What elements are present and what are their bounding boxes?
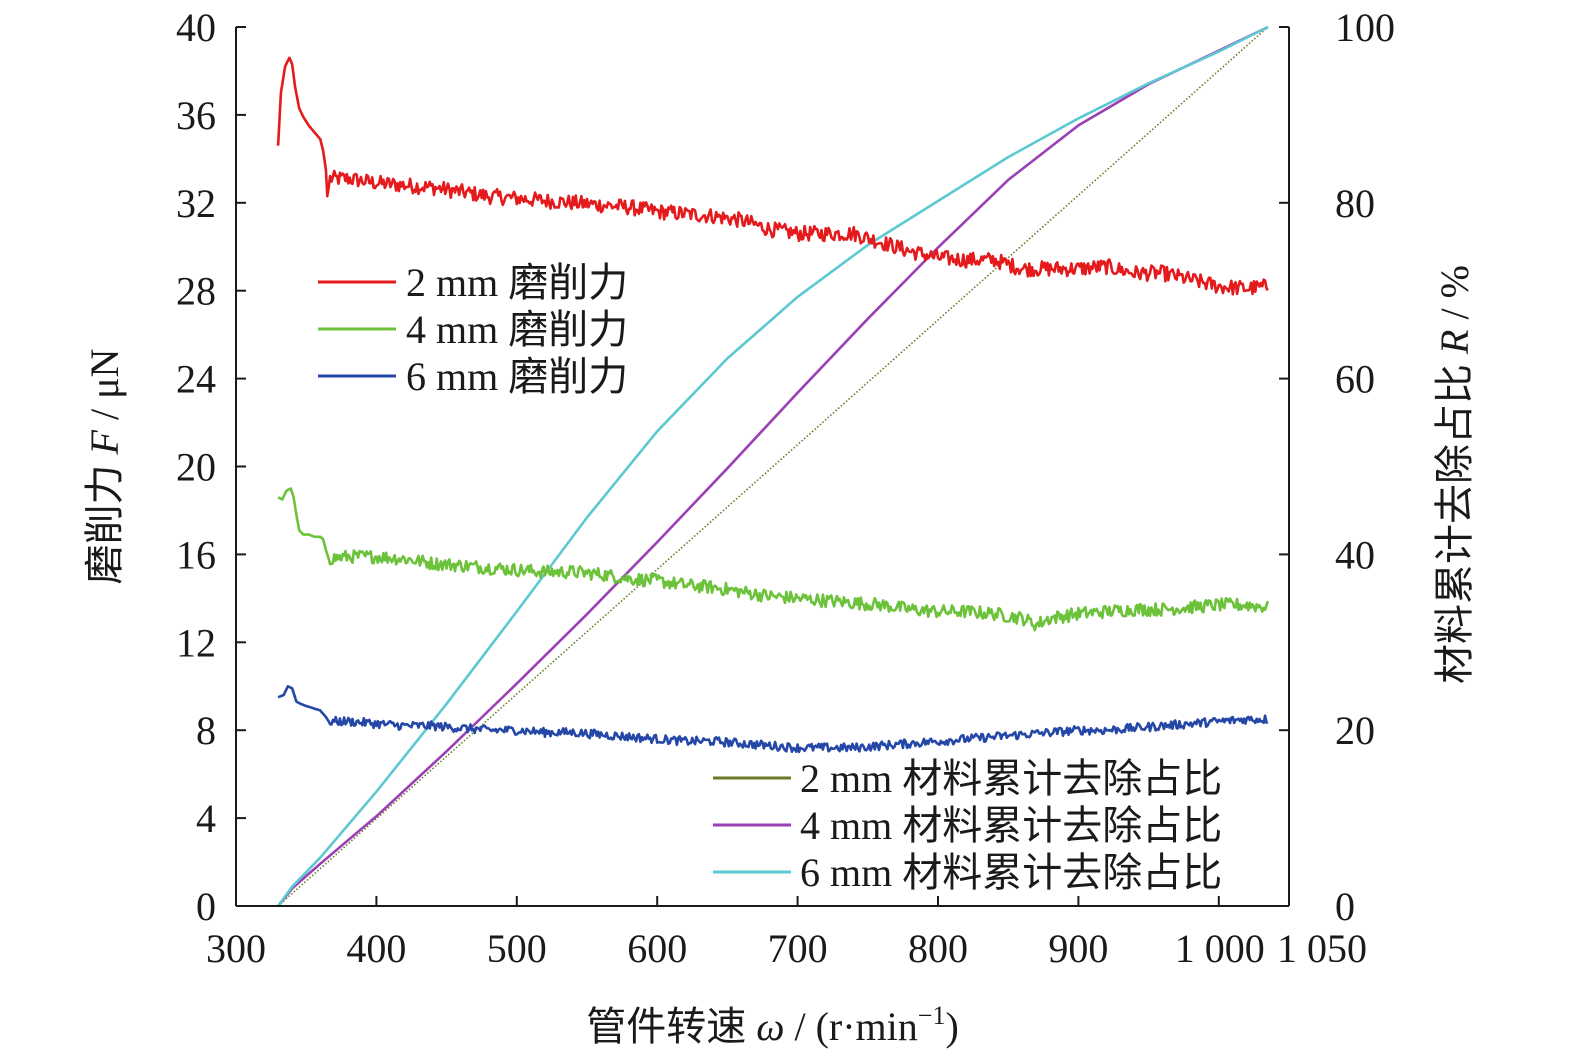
x-tick-label: 300 (206, 926, 266, 971)
left-y-tick-label: 0 (196, 884, 216, 929)
left-y-axis-title-unit: / μN (82, 349, 127, 430)
left-y-tick-label: 20 (176, 445, 216, 490)
right-y-tick-label: 60 (1335, 357, 1375, 402)
x-axis-title-symbol: ω (756, 1004, 784, 1049)
right-y-axis-title-symbol: R (1432, 330, 1477, 355)
left-y-tick-label: 4 (196, 796, 216, 841)
legend-label-3: 2 mm 材料累计去除占比 (800, 756, 1222, 801)
series-line-2 (277, 684, 1269, 754)
left-y-tick-label: 40 (176, 5, 216, 50)
series-line-3 (277, 26, 1269, 907)
right-y-tick-label: 20 (1335, 708, 1375, 753)
left-y-tick-label: 36 (176, 93, 216, 138)
right-y-tick-label: 40 (1335, 532, 1375, 577)
left-y-tick-label: 8 (196, 708, 216, 753)
x-tick-label: 1 000 (1175, 926, 1265, 971)
left-y-axis-title-symbol: F (82, 429, 127, 455)
legend-label-4: 4 mm 材料累计去除占比 (800, 803, 1222, 848)
left-y-axis-title: 磨削力 F / μN (82, 349, 127, 585)
legend-label-1: 4 mm 磨削力 (406, 307, 628, 352)
x-tick-label: 600 (627, 926, 687, 971)
right-y-axis-title: 材料累计去除占比 R / % (1432, 265, 1477, 684)
series-line-1 (277, 487, 1270, 632)
left-y-tick-label: 32 (176, 181, 216, 226)
legend-label-0: 2 mm 磨削力 (406, 260, 628, 305)
x-tick-label: 800 (908, 926, 968, 971)
x-axis-title-sup: −1 (918, 1001, 946, 1030)
right-y-axis-title-prefix: 材料累计去除占比 (1432, 354, 1477, 684)
legend-label-5: 6 mm 材料累计去除占比 (800, 850, 1222, 895)
right-y-tick-label: 0 (1335, 884, 1355, 929)
right-y-axis-title-unit: / % (1432, 265, 1477, 329)
series-line-4 (277, 25, 1269, 907)
x-axis-title-close: ) (945, 1004, 958, 1049)
right-y-tick-label: 100 (1335, 5, 1395, 50)
legend-label-2: 6 mm 磨削力 (406, 354, 628, 399)
left-y-tick-label: 12 (176, 620, 216, 665)
x-tick-label: 700 (768, 926, 828, 971)
x-tick-label: 400 (346, 926, 406, 971)
left-y-tick-label: 24 (176, 357, 216, 402)
left-y-tick-label: 16 (176, 532, 216, 577)
right-y-tick-label: 80 (1335, 181, 1375, 226)
x-tick-label: 500 (487, 926, 547, 971)
left-y-axis-title-prefix: 磨削力 (82, 454, 127, 584)
ticks-layer: 300 400 500 600 700 800 900 1 000 1 050048121620… (176, 5, 1395, 971)
left-y-tick-label: 28 (176, 269, 216, 314)
series-layer (276, 25, 1270, 907)
x-tick-label: 1 050 (1277, 926, 1367, 971)
x-tick-label: 900 (1048, 926, 1108, 971)
x-axis-title-prefix: 管件转速 (586, 1004, 756, 1049)
x-axis-title-unit: / (r·min (784, 1004, 917, 1049)
x-axis-title: 管件转速 ω / (r·min−1) (586, 1001, 959, 1049)
series-line-0 (276, 56, 1269, 296)
series-line-5 (277, 25, 1269, 907)
